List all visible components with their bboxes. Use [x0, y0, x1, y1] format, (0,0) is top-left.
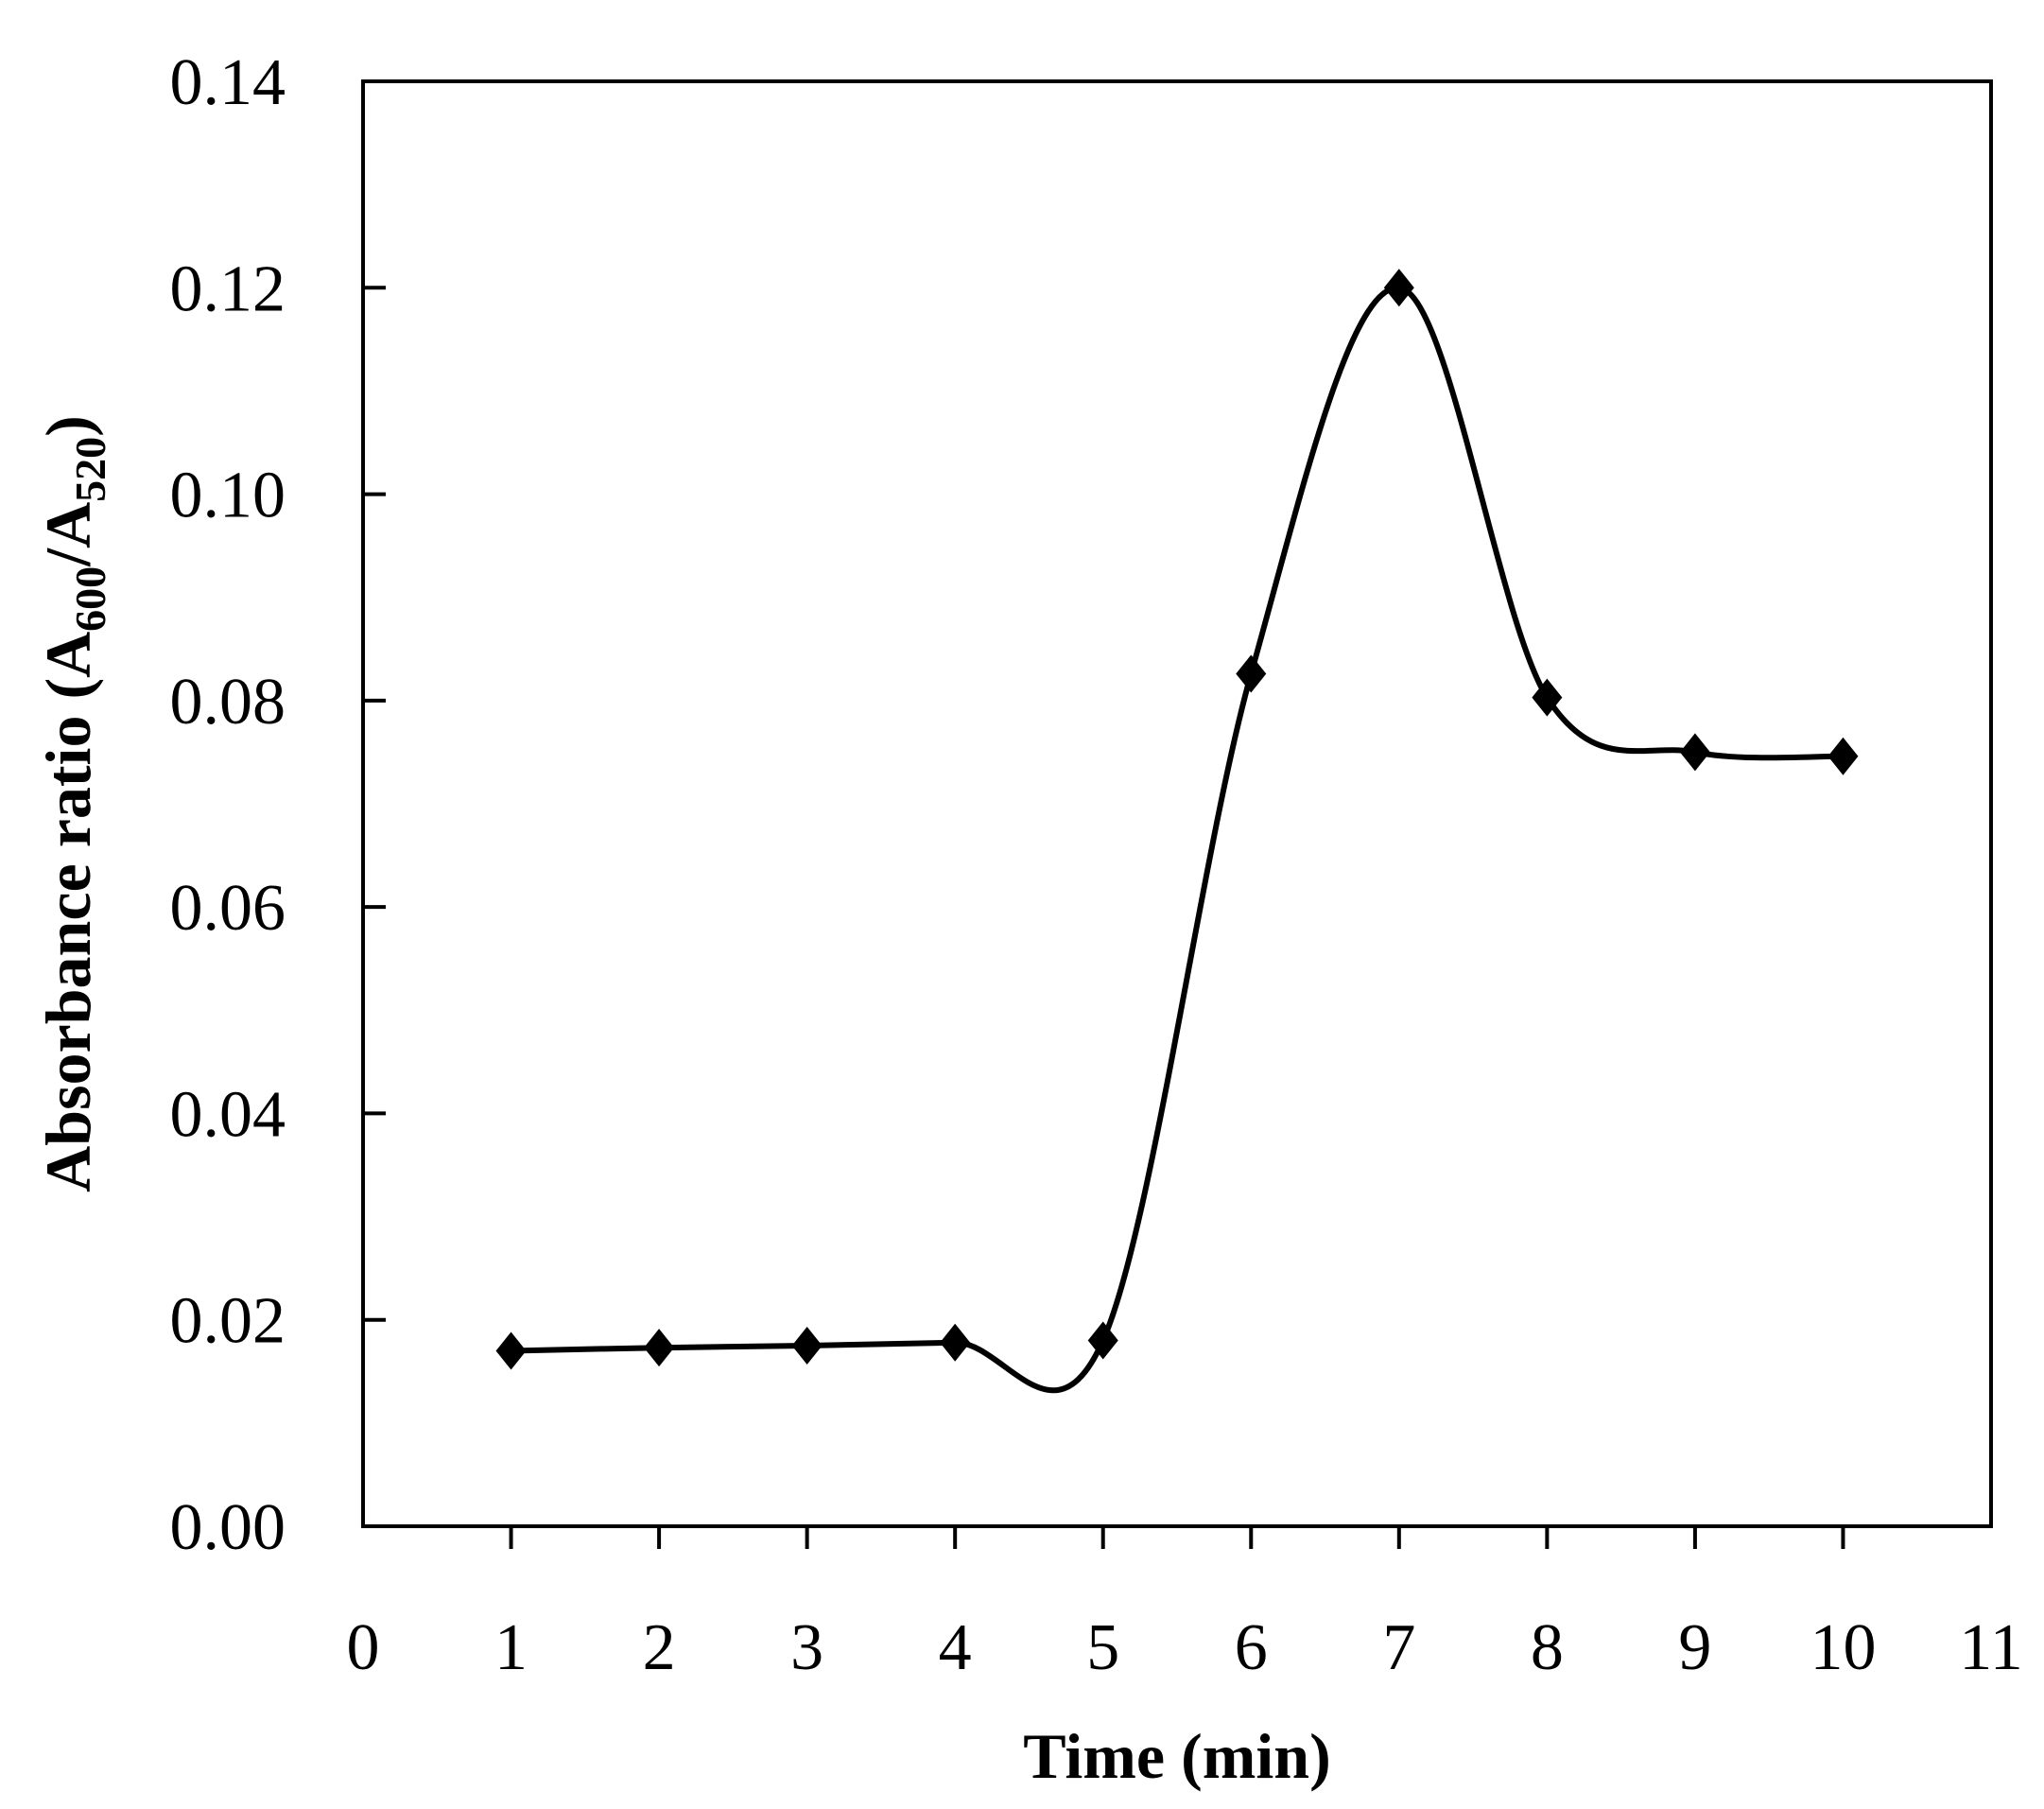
- data-point-marker: [791, 1327, 823, 1365]
- y-axis-title-suffix: ): [32, 415, 104, 437]
- x-axis-tick-labels: 0 1 2 3 4 5 6 7 8 9 10 11: [347, 1611, 2023, 1684]
- x-tick-label: 7: [1382, 1611, 1415, 1684]
- data-point-marker: [940, 1323, 971, 1362]
- y-axis-ticks: [363, 286, 386, 1322]
- x-tick-label: 9: [1678, 1611, 1711, 1684]
- y-tick-label: 0.12: [170, 252, 286, 325]
- x-tick-label: 11: [1959, 1611, 2022, 1684]
- y-axis-title-sub-600: 600: [66, 566, 114, 632]
- data-point-marker: [644, 1329, 675, 1367]
- series-line: [508, 285, 1846, 1394]
- x-tick-label: 8: [1531, 1611, 1564, 1684]
- x-tick-label: 10: [1810, 1611, 1876, 1684]
- x-axis-ticks: [509, 1526, 1845, 1549]
- data-point-marker: [1236, 654, 1267, 693]
- x-tick-label: 3: [790, 1611, 823, 1684]
- y-axis-title-sub-520: 520: [66, 437, 114, 502]
- data-point-marker: [1679, 733, 1710, 772]
- x-tick-label: 0: [347, 1611, 380, 1684]
- x-tick-label: 5: [1086, 1611, 1119, 1684]
- y-axis-title-mid: /A: [32, 502, 104, 567]
- x-tick-label: 2: [643, 1611, 676, 1684]
- data-point-marker: [495, 1331, 527, 1370]
- data-point-marker: [1532, 678, 1563, 717]
- series-markers: [495, 269, 1859, 1370]
- data-point-marker: [1087, 1321, 1118, 1360]
- y-tick-label: 0.06: [170, 872, 286, 945]
- data-point-marker: [1827, 737, 1859, 775]
- y-axis-title-prefix: Absorbance ratio (A: [32, 632, 104, 1192]
- data-point-marker: [1383, 269, 1414, 307]
- y-tick-label: 0.10: [170, 460, 286, 532]
- y-tick-label: 0.14: [170, 46, 286, 119]
- plot-frame: [361, 79, 1993, 1528]
- y-axis-title: Absorbance ratio (A600/A520): [32, 415, 114, 1192]
- y-tick-label: 0.02: [170, 1285, 286, 1358]
- x-axis-title: Time (min): [1023, 1720, 1331, 1792]
- x-tick-label: 1: [494, 1611, 528, 1684]
- x-tick-label: 6: [1235, 1611, 1268, 1684]
- x-tick-label: 4: [939, 1611, 972, 1684]
- y-tick-label: 0.04: [170, 1078, 286, 1151]
- y-tick-label: 0.00: [170, 1491, 286, 1564]
- y-tick-label: 0.08: [170, 666, 286, 739]
- y-axis-tick-labels: 0.00 0.02 0.04 0.06 0.08 0.10 0.12 0.14: [170, 46, 286, 1564]
